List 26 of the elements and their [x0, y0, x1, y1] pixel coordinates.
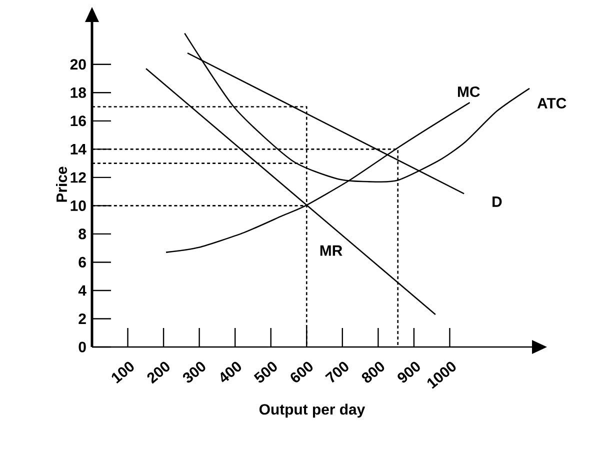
series-label: MC	[458, 86, 480, 98]
x-tick-label: 400	[220, 362, 242, 382]
y-tick-label: 6	[78, 256, 86, 268]
y-axis-title: Price	[56, 166, 68, 202]
series-label: MR	[320, 245, 342, 256]
x-tick-label: 500	[254, 362, 277, 383]
series-label: D	[492, 196, 502, 207]
x-tick-label: 700	[325, 362, 348, 383]
y-tick-label: 10	[70, 200, 86, 211]
y-tick-label: 14	[70, 144, 86, 154]
x-axis-title: Output per day	[259, 404, 366, 418]
y-tick-label: 2	[78, 314, 86, 324]
series-label: ATC	[537, 98, 566, 109]
y-tick-label: 0	[78, 342, 86, 352]
x-tick-label: 300	[183, 362, 206, 383]
x-tick-label: 200	[147, 362, 170, 384]
y-tick-label: 16	[70, 116, 86, 126]
y-tick-label: 20	[70, 59, 86, 70]
x-tick-label: 100	[112, 362, 134, 384]
y-tick-label: 4	[78, 285, 86, 296]
x-tick-label: 800	[362, 362, 384, 383]
x-tick-label: 600	[290, 362, 313, 382]
y-tick-label: 8	[78, 228, 86, 240]
x-tick-label: 900	[398, 362, 420, 383]
y-tick-label: 12	[70, 172, 86, 183]
y-tick-label: 18	[70, 87, 86, 98]
